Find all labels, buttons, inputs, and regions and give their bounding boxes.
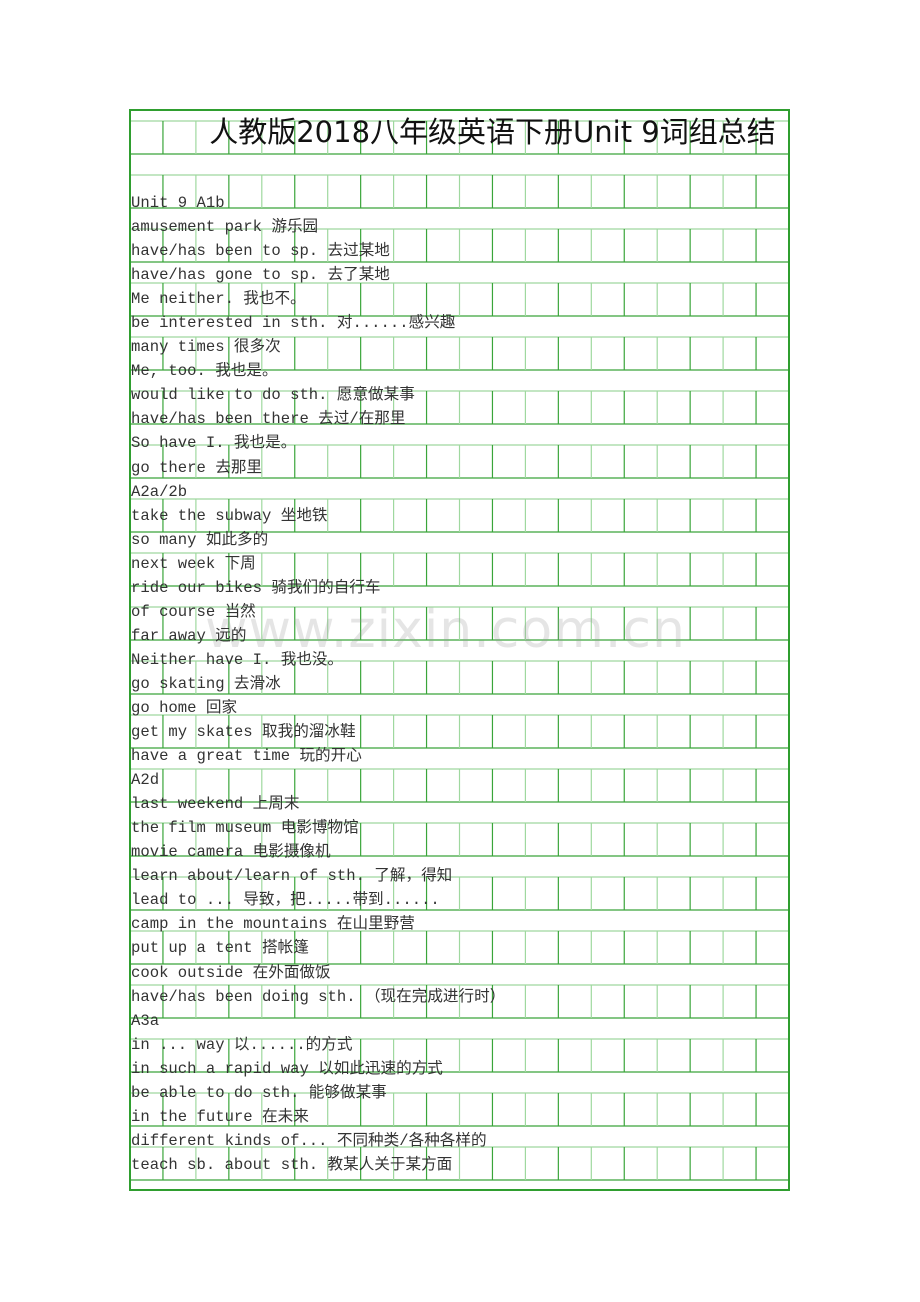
phrase-line: have/has been to sp. 去过某地 [131,242,390,261]
phrase-line: in such a rapid way 以如此迅速的方式 [131,1059,443,1078]
phrase-line: have/has been doing sth. （现在完成进行时） [131,987,506,1006]
watermark: www.zixin.com.cn [205,600,686,660]
phrase-line: of course 当然 [131,602,256,621]
page-title: 人教版2018八年级英语下册Unit 9词组总结 [209,115,776,149]
phrase-line: have/has gone to sp. 去了某地 [131,266,390,285]
phrase-line: Unit 9 A1b [131,194,225,212]
phrase-line: movie camera 电影摄像机 [131,843,331,862]
phrase-line: go home 回家 [131,698,238,717]
phrase-line: take the subway 坐地铁 [131,506,328,525]
phrase-line: go there 去那里 [131,458,263,477]
phrase-line: lead to ... 导致，把.....带到...... [131,891,440,910]
phrase-line: put up a tent 搭帐篷 [131,939,309,958]
phrase-line: so many 如此多的 [131,530,269,549]
phrase-line: Me, too. 我也是。 [131,362,278,381]
phrase-line: go skating 去滑冰 [131,674,281,693]
phrase-line: cook outside 在外面做饭 [131,963,331,982]
phrase-line: A2d [131,771,160,790]
phrase-line: would like to do sth. 愿意做某事 [131,386,415,405]
grid-border [129,109,790,1191]
phrase-line: have a great time 玩的开心 [131,747,362,766]
phrase-line: be interested in sth. 对......感兴趣 [131,314,456,333]
phrase-line: last weekend 上周末 [131,795,300,814]
phrase-line: A3a [131,1011,160,1030]
phrase-line: ride our bikes 骑我们的自行车 [131,578,381,597]
phrase-line: in ... way 以......的方式 [131,1035,353,1054]
phrase-line: be able to do sth. 能够做某事 [131,1083,387,1102]
phrase-line: in the future 在未来 [131,1107,309,1126]
phrase-line: camp in the mountains 在山里野营 [131,915,415,934]
phrase-line: many times 很多次 [131,338,281,357]
phrase-list: Unit 9 A1b amusement park 游乐园 have/has bee… [131,191,505,1177]
phrase-line: A2a/2b [131,482,188,501]
phrase-line: next week 下周 [131,554,256,573]
phrase-line: teach sb. about sth. 教某人关于某方面 [131,1155,453,1174]
phrase-line: have/has been there 去过/在那里 [131,410,406,429]
phrase-line: So have I. 我也是。 [131,434,297,453]
phrase-line: different kinds of... 不同种类/各种各样的 [131,1131,487,1150]
phrase-line: Me neither. 我也不。 [131,290,306,309]
phrase-line: get my skates 取我的溜冰鞋 [131,723,356,742]
phrase-line: the film museum 电影博物馆 [131,819,359,838]
phrase-line: amusement park 游乐园 [131,218,319,237]
phrase-line: far away 远的 [131,626,247,645]
phrase-line: Neither have I. 我也没。 [131,650,344,669]
phrase-line: learn about/learn of sth. 了解，得知 [131,867,453,886]
